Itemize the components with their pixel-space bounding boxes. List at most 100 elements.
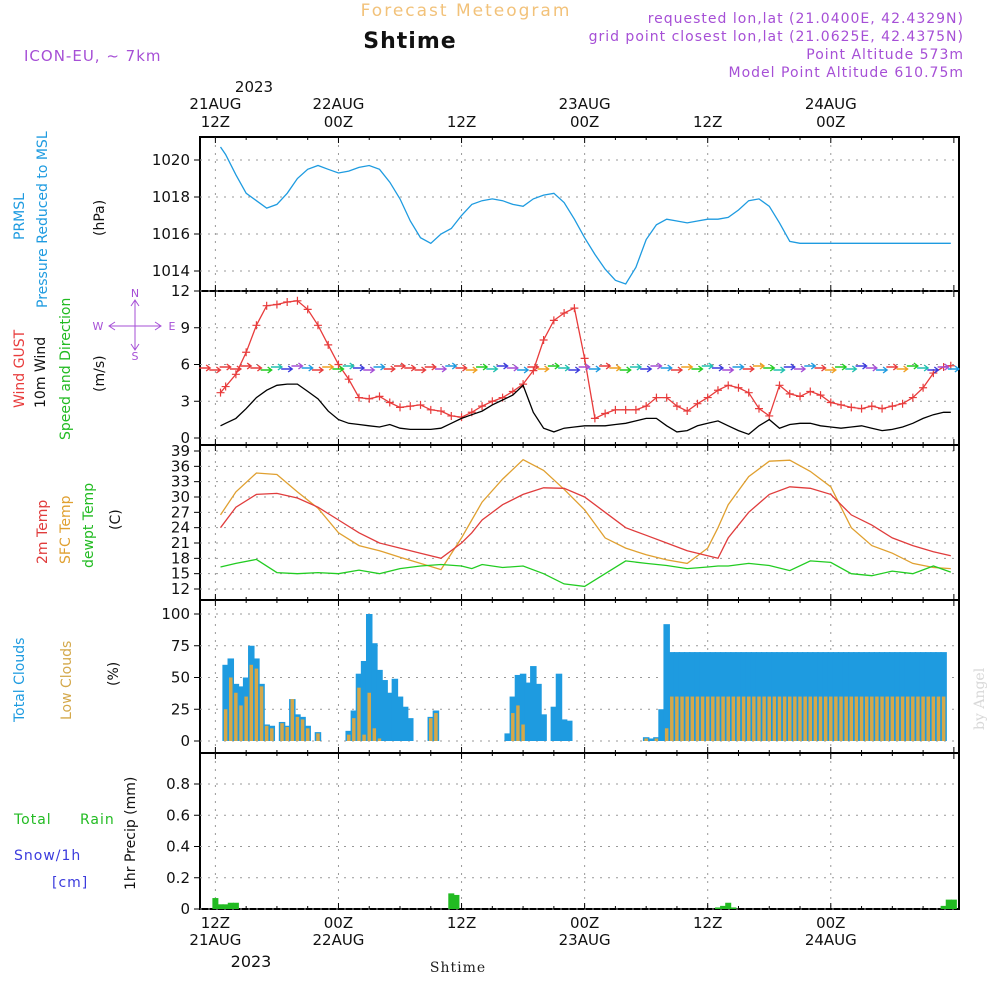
precip-bar [217, 904, 224, 909]
low-cloud-bar [516, 705, 520, 741]
gust-marker [919, 383, 928, 392]
low-cloud-bar [823, 696, 828, 741]
wind-arrow-icon [486, 365, 499, 373]
y-tick-label: 1014 [152, 262, 190, 280]
precip-bar [453, 894, 460, 909]
y-tick-label: 0.6 [166, 806, 190, 824]
low-cloud-bar [926, 696, 930, 741]
wind-arrow-icon [250, 364, 263, 372]
wind-arrow-icon [435, 365, 448, 373]
wind-arrow-icon [804, 362, 817, 370]
low-cloud-bar [849, 696, 854, 741]
wind-arrow-icon [670, 366, 684, 374]
low-cloud-bar [808, 696, 813, 741]
gust-marker [683, 407, 692, 416]
station-title: Shtime [363, 29, 456, 54]
y-tick-label: 25 [171, 700, 190, 718]
temp-sfc-label: SFC Temp [58, 495, 74, 564]
low-cloud-bar [290, 699, 295, 741]
wind-arrow-icon [886, 363, 899, 371]
top-date-label: 24AUG [805, 95, 857, 113]
gust-marker [785, 389, 794, 398]
total-cloud-bar [535, 683, 542, 741]
wind-arrow-icon [476, 363, 489, 371]
low-cloud-bar [300, 719, 305, 741]
gust-marker [713, 386, 722, 395]
low-cloud-bar [705, 696, 710, 741]
top-hour-label: 00Z [324, 113, 353, 131]
low-cloud-bar [813, 696, 818, 741]
low-cloud-bar [654, 738, 659, 741]
wind-arrow-icon [219, 363, 232, 371]
top-date-label: 23AUG [559, 95, 611, 113]
gust-marker [437, 407, 446, 416]
wind-arrow-icon [835, 363, 848, 371]
point-altitude: Point Altitude 573m [806, 47, 964, 63]
gust-marker [396, 403, 405, 412]
low-cloud-bar [793, 696, 797, 741]
precip-bar [950, 899, 957, 909]
gust-marker [878, 404, 887, 413]
bottom-date-label: 24AUG [805, 931, 857, 949]
low-cloud-bar [316, 733, 320, 741]
total-cloud-bar [524, 682, 532, 741]
y-tick-label: 27 [171, 503, 190, 521]
gust-marker [539, 336, 548, 344]
gust-marker [867, 402, 876, 411]
y-tick-label: 1020 [152, 151, 190, 169]
gust-marker [303, 305, 312, 314]
compass-e: E [169, 320, 176, 333]
total-cloud-bar [222, 664, 229, 741]
wind-arrow-icon [947, 365, 961, 373]
precip-bar [448, 893, 455, 909]
gridpoint-coords: grid point closest lon,lat (21.0625E, 42… [589, 29, 964, 45]
gust-marker [272, 300, 281, 309]
precip-bar [940, 905, 947, 909]
gust-marker [385, 398, 394, 407]
model-altitude: Model Point Altitude 610.75m [729, 65, 964, 81]
low-cloud-bar [244, 696, 248, 741]
gust-marker [375, 392, 384, 401]
wind-arrow-icon [578, 363, 591, 371]
gust-marker [406, 402, 415, 411]
bottom-hour-label: 12Z [693, 914, 722, 932]
total-cloud-bar [504, 733, 511, 741]
gust-marker [765, 411, 774, 420]
low-cloud-bar [752, 696, 756, 741]
wind-arrow-icon [937, 363, 950, 371]
y-tick-label: 75 [171, 637, 190, 655]
wind-10m-line [220, 383, 951, 436]
y-tick-label: 24 [171, 519, 190, 537]
total-cloud-bar [663, 624, 670, 741]
low-cloud-bar [644, 738, 648, 741]
wind-arrow-icon [291, 362, 304, 370]
wind-labels: Wind GUST 10m Wind Speed and Direction (… [12, 287, 176, 440]
wind-arrow-icon [588, 365, 602, 373]
precip-rain-label: Rain [80, 812, 115, 828]
low-cloud-bar [895, 696, 900, 741]
y-tick-label: 0.8 [166, 775, 190, 793]
bottom-hour-label: 00Z [570, 914, 599, 932]
gust-marker [703, 393, 712, 402]
low-cloud-bar [429, 718, 433, 741]
total-cloud-bar [401, 706, 409, 741]
gust-marker [334, 360, 343, 369]
top-hour-label: 12Z [447, 113, 476, 131]
low-cloud-bar [295, 716, 300, 741]
y-tick-label: 9 [180, 319, 190, 337]
gust-marker [324, 340, 333, 349]
low-cloud-bar [726, 696, 730, 741]
gust-marker [231, 370, 240, 379]
panel-precip: 0 0.2 0.4 0.6 0.8 [166, 752, 960, 918]
low-cloud-bar [280, 723, 284, 741]
gust-marker [426, 405, 435, 414]
y-tick-label: 0 [180, 429, 190, 447]
total-cloud-bar [648, 738, 655, 741]
low-clouds-label: Low Clouds [59, 641, 75, 720]
low-cloud-bar [685, 696, 689, 741]
wind-arrow-icon [342, 362, 355, 370]
panel-frame [199, 444, 960, 601]
precip-bar [714, 907, 721, 909]
pressure-labels: PRMSL Pressure Reduced to MSL (hPa) [12, 131, 108, 308]
